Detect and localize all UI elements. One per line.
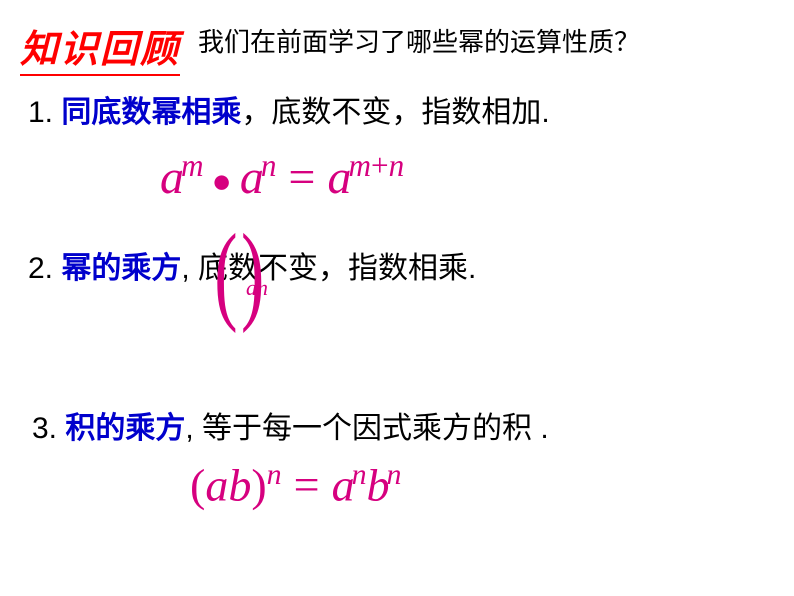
- formula-3: (ab)n=anbn: [190, 458, 401, 511]
- f3-n: n: [267, 458, 282, 491]
- f1-plus: +: [371, 148, 389, 183]
- f3-n3: n: [387, 458, 402, 491]
- rule-1-rest: ，底数不变，指数相加.: [241, 96, 549, 129]
- rule-1: 1. 同底数幂相乘，底数不变，指数相加.: [28, 92, 550, 134]
- header-row: 知识回顾 我们在前面学习了哪些幂的运算性质？: [0, 0, 794, 76]
- f3-rp: ): [251, 459, 266, 510]
- review-title-text: 知识回顾: [20, 18, 180, 76]
- overlay-an: an: [246, 275, 268, 301]
- f3-lp: (: [190, 459, 205, 510]
- f1-n2: n: [389, 148, 405, 183]
- f1-exp: m+n: [349, 148, 405, 183]
- review-title: 知识回顾: [20, 18, 180, 76]
- review-subtitle: 我们在前面学习了哪些幂的运算性质？: [198, 22, 640, 59]
- formula-1: am●an=am+n: [160, 148, 404, 205]
- rule-2-num: 2.: [28, 252, 61, 285]
- f1-m: m: [181, 148, 204, 183]
- rule-3-keyword: 积的乘方: [65, 412, 185, 445]
- f1-dot: ●: [212, 163, 232, 200]
- f3-ab: ab: [205, 459, 251, 510]
- f3-n2: n: [352, 458, 367, 491]
- rule-2-keyword: 幂的乘方: [61, 252, 181, 285]
- rule-3: 3. 积的乘方, 等于每一个因式乘方的积 .: [32, 408, 549, 450]
- f1-eq: =: [288, 151, 315, 204]
- rule-3-rest: , 等于每一个因式乘方的积 .: [185, 412, 548, 445]
- rule-1-keyword: 同底数幂相乘: [61, 96, 241, 129]
- rule-1-num: 1.: [28, 96, 61, 129]
- f1-n: n: [261, 148, 277, 183]
- rule-3-num: 3.: [32, 412, 65, 445]
- f3-eq: =: [294, 459, 320, 510]
- overlay-parentheses: ( ): [214, 209, 257, 336]
- f1-m2: m: [349, 148, 372, 183]
